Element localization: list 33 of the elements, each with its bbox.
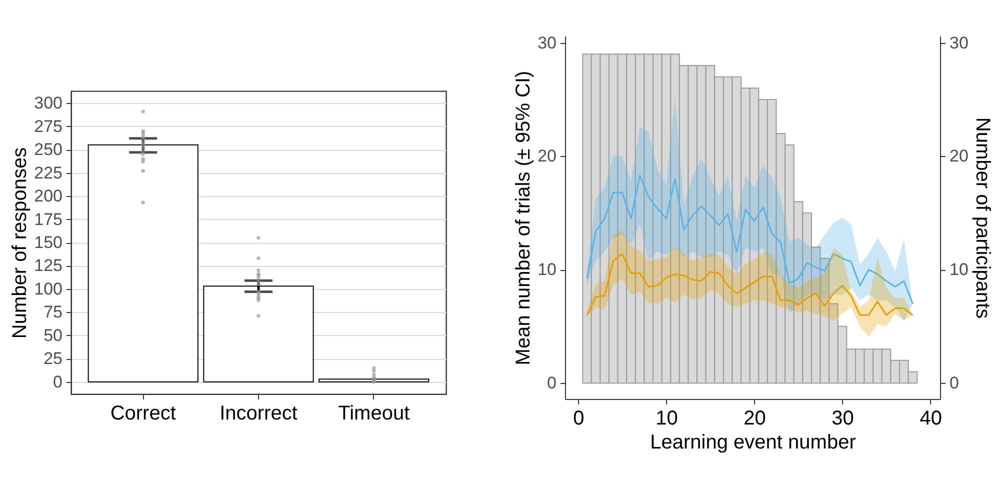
y-tick-label: 0	[53, 372, 62, 392]
y-tick-label: 175	[34, 210, 62, 229]
y-tick-label: 225	[34, 163, 62, 182]
x-tick-label: 30	[832, 408, 854, 430]
y-tick-label: 30	[538, 33, 556, 52]
y-tick-label: 50	[44, 326, 62, 345]
y-tick-label: 0	[547, 374, 556, 393]
y-tick-label: 300	[34, 94, 62, 113]
y-axis-title: Mean number of trials (± 95% CI)	[512, 70, 535, 366]
x-tick-label: 40	[920, 408, 942, 430]
x-axis-title: Learning event number	[650, 432, 856, 454]
x-tick-label: 0	[573, 408, 584, 430]
y-tick-label: 10	[538, 260, 556, 280]
x-tick-label: Timeout	[338, 402, 410, 424]
y-axis-title: Number of responses	[9, 147, 32, 339]
y-tick-label: 20	[538, 146, 556, 166]
y-tick-label: 25	[44, 349, 62, 368]
x-tick-label: 10	[656, 408, 678, 430]
y-tick-label: 75	[44, 302, 62, 322]
y-tick-label: 100	[34, 279, 62, 298]
y-tick-label: 250	[34, 140, 62, 160]
y-tick-label: 200	[34, 186, 62, 206]
y-tick-label: 125	[34, 256, 62, 276]
y2-tick-label: 20	[950, 146, 968, 166]
y2-tick-label: 30	[950, 33, 968, 52]
y2-axis-title: Number of participants	[971, 117, 994, 319]
y-tick-label: 150	[34, 233, 62, 252]
y2-tick-label: 10	[950, 260, 968, 280]
y2-tick-label: 0	[950, 374, 959, 393]
x-tick-label: 20	[744, 408, 766, 430]
x-tick-label: Correct	[110, 402, 176, 424]
x-tick-label: Incorrect	[220, 402, 298, 424]
y-tick-label: 275	[34, 116, 62, 136]
